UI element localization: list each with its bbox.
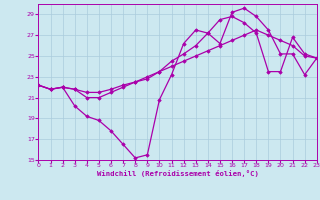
X-axis label: Windchill (Refroidissement éolien,°C): Windchill (Refroidissement éolien,°C) xyxy=(97,170,259,177)
